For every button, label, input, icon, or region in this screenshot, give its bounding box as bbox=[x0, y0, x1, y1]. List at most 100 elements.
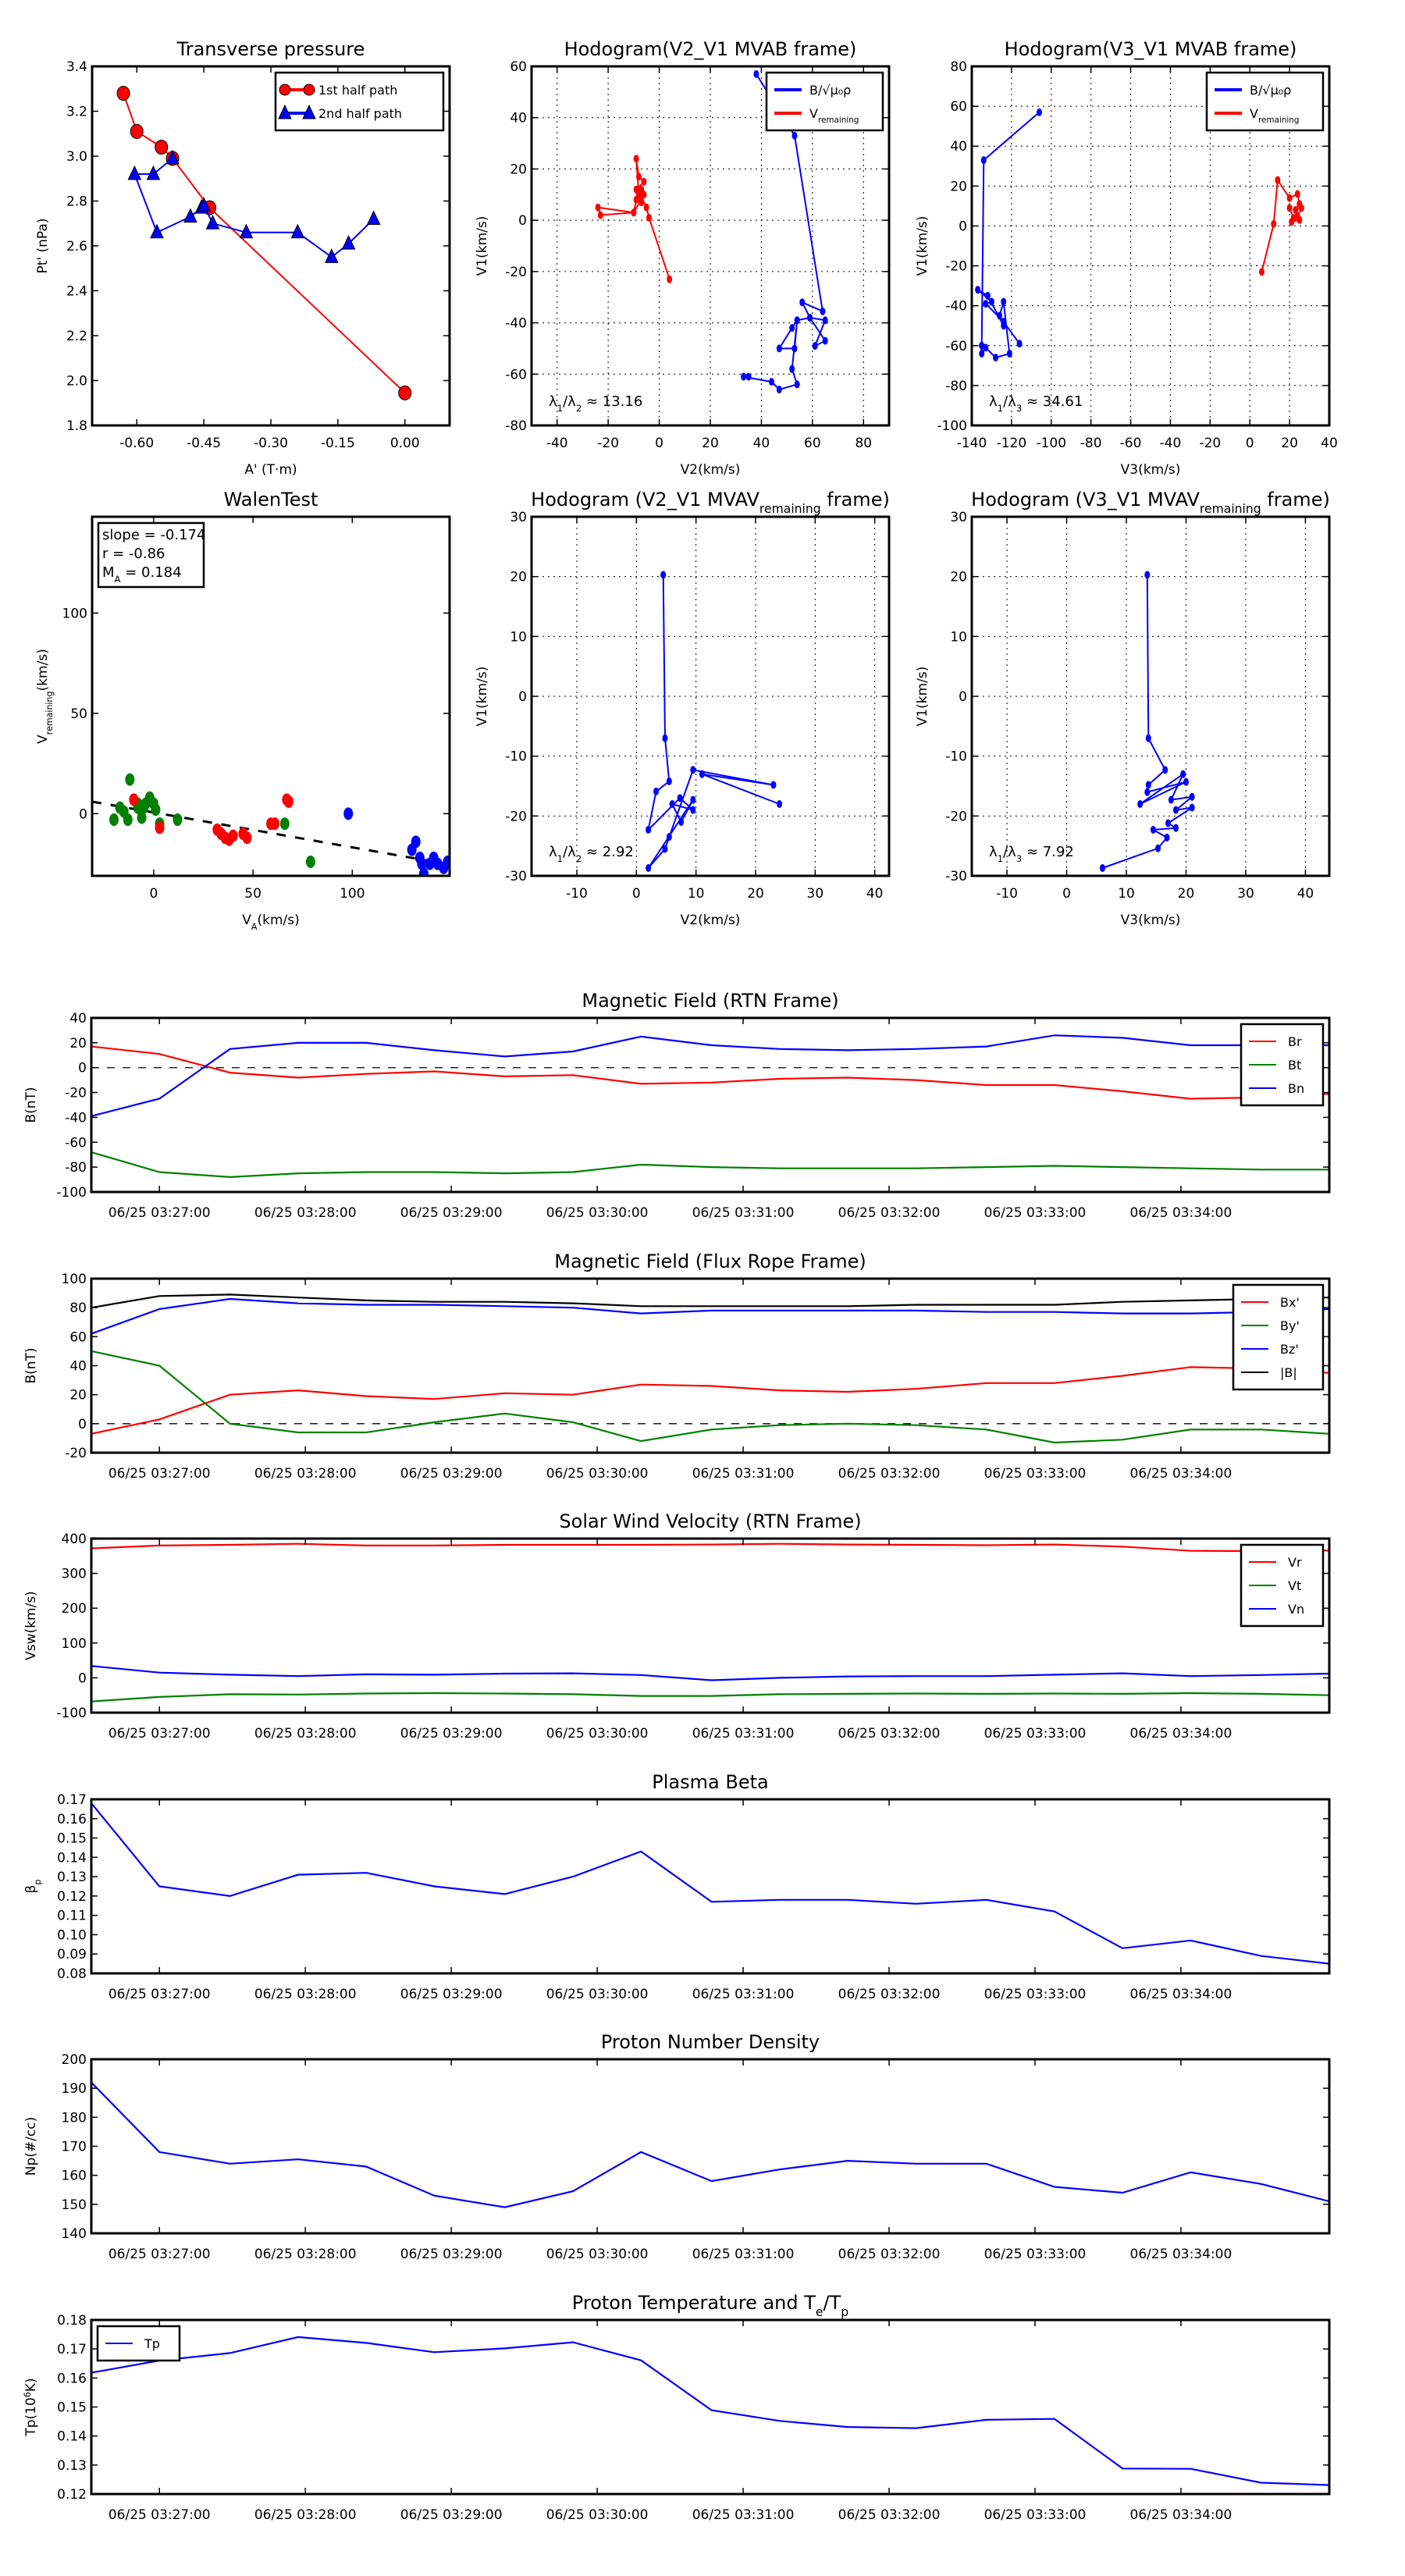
data-point bbox=[1099, 864, 1105, 873]
y-axis-label-segment: (km/s) bbox=[35, 649, 51, 691]
data-point bbox=[116, 86, 130, 101]
series-line bbox=[976, 112, 1040, 359]
legend-box bbox=[1232, 1283, 1325, 1391]
x-tick-label: -40 bbox=[1160, 436, 1182, 451]
y-tick-label: 0.12 bbox=[57, 1889, 87, 1905]
data-point bbox=[753, 69, 759, 78]
x-tick-label: 20 bbox=[1281, 436, 1298, 451]
data-point bbox=[633, 155, 639, 163]
y-tick-label: 3.2 bbox=[66, 105, 87, 120]
series-line bbox=[91, 1692, 1329, 1703]
x-tick-label: 06/25 03:34:00 bbox=[1130, 2507, 1232, 2523]
y-tick-label: 3.4 bbox=[66, 59, 87, 75]
x-tick-label: 06/25 03:31:00 bbox=[692, 1466, 795, 1482]
x-tick-label: -10 bbox=[996, 886, 1018, 902]
legend-entry: Vremaining bbox=[1215, 106, 1299, 125]
x-tick-label: 06/25 03:33:00 bbox=[984, 2507, 1087, 2523]
legend-entry: B/√μ₀ρ bbox=[774, 83, 851, 98]
y-axis-label: V1(km/s) bbox=[475, 216, 490, 276]
series-2 bbox=[91, 1034, 1329, 1117]
legend-entry: By' bbox=[1241, 1318, 1300, 1333]
y-tick-label: 10 bbox=[950, 629, 967, 645]
series-1 bbox=[595, 155, 673, 283]
x-tick-label: 06/25 03:34:00 bbox=[1130, 1466, 1232, 1482]
y-tick-label: -20 bbox=[945, 809, 967, 824]
data-point bbox=[789, 324, 795, 333]
legend-label: B/√μ₀ρ bbox=[1250, 83, 1291, 98]
data-point bbox=[205, 215, 220, 229]
y-tick-label: 0 bbox=[518, 213, 527, 229]
y-axis-label-segment: 6 bbox=[23, 2392, 33, 2397]
y-tick-label: 0.18 bbox=[57, 2313, 87, 2329]
plot-area bbox=[532, 517, 889, 876]
y-tick-label: 20 bbox=[950, 179, 967, 194]
y-tick-label: 20 bbox=[510, 162, 527, 177]
series-line bbox=[91, 1366, 1329, 1435]
x-tick-label: 06/25 03:28:00 bbox=[254, 1987, 357, 2002]
legend: Br Bt Bn bbox=[1240, 1023, 1325, 1107]
x-tick-label: 06/25 03:30:00 bbox=[546, 1987, 649, 2002]
y-tick-label: -20 bbox=[65, 1086, 87, 1101]
y-tick-label: -100 bbox=[56, 1185, 87, 1201]
plot-area bbox=[91, 1034, 1329, 1179]
y-tick-label: 0.08 bbox=[57, 1966, 87, 1982]
data-point bbox=[183, 208, 197, 223]
series-0 bbox=[91, 1045, 1329, 1100]
x-tick-label: -40 bbox=[546, 436, 568, 451]
legend-entry: Bt bbox=[1249, 1058, 1301, 1073]
legend-label: Vremaining bbox=[1250, 106, 1299, 125]
y-tick-label: 0 bbox=[78, 1061, 87, 1076]
chart-title: Hodogram(V2_V1 MVAB frame) bbox=[564, 38, 857, 60]
eigenvalue-ratio: λ1/λ2 ≈ 13.16 bbox=[549, 393, 642, 414]
x-tick-label: 06/25 03:27:00 bbox=[108, 1726, 211, 1742]
data-point bbox=[130, 123, 144, 139]
plot-area bbox=[972, 66, 1329, 425]
y-tick-label: 100 bbox=[62, 606, 87, 621]
x-tick-label: 10 bbox=[688, 886, 705, 902]
eigenvalue-ratio-segment: 3 bbox=[1016, 403, 1022, 414]
legend-label: By' bbox=[1280, 1318, 1300, 1333]
plot-area bbox=[91, 1293, 1329, 1444]
data-point bbox=[1155, 844, 1161, 852]
data-point bbox=[1145, 734, 1151, 742]
y-tick-label: 80 bbox=[950, 59, 967, 75]
y-axis-label: Np(#/cc) bbox=[23, 2117, 39, 2176]
stats-line: MA = 0.184 bbox=[102, 564, 182, 585]
y-tick-label: -60 bbox=[65, 1135, 87, 1151]
axes-frame bbox=[90, 1016, 1331, 1194]
data-point bbox=[678, 818, 685, 826]
y-tick-label: 20 bbox=[69, 1388, 87, 1404]
data-point bbox=[660, 571, 667, 579]
y-tick-label: 200 bbox=[62, 2052, 87, 2068]
legend-entry: B/√μ₀ρ bbox=[1215, 83, 1291, 98]
chart-title-segment: /T bbox=[823, 2292, 841, 2314]
x-tick-label: 06/25 03:32:00 bbox=[838, 1987, 941, 2002]
legend-entry: Br bbox=[1249, 1034, 1302, 1049]
x-tick-label: 0 bbox=[1246, 436, 1254, 451]
y-tick-label: 100 bbox=[62, 1272, 87, 1287]
y-tick-label: 400 bbox=[62, 1532, 87, 1547]
data-point bbox=[270, 817, 280, 831]
chart-title-segment: remaining bbox=[759, 502, 821, 516]
eigenvalue-ratio: λ1/λ2 ≈ 2.92 bbox=[549, 844, 634, 864]
data-point bbox=[662, 734, 668, 742]
legend-entry: Bn bbox=[1249, 1081, 1304, 1096]
x-tick-label: -80 bbox=[1080, 436, 1102, 451]
x-tick-label: 06/25 03:27:00 bbox=[108, 1466, 211, 1482]
y-tick-label: 0.16 bbox=[57, 2371, 87, 2386]
x-tick-label: 60 bbox=[804, 436, 821, 451]
x-tick-label: 40 bbox=[753, 436, 770, 451]
data-point bbox=[983, 300, 989, 308]
legend: Vr Vt Vn bbox=[1240, 1543, 1325, 1628]
series-1 bbox=[129, 793, 293, 846]
y-tick-label: 40 bbox=[69, 1359, 87, 1375]
y-tick-label: 2.2 bbox=[66, 329, 87, 344]
y-tick-label: -30 bbox=[505, 869, 527, 884]
data-point bbox=[791, 131, 798, 140]
y-tick-label: 150 bbox=[62, 2197, 87, 2213]
x-tick-label: 06/25 03:33:00 bbox=[984, 1466, 1087, 1482]
x-tick-label: 06/25 03:27:00 bbox=[108, 2247, 211, 2262]
data-point bbox=[1258, 268, 1264, 276]
eigenvalue-ratio-segment: λ bbox=[989, 844, 998, 860]
